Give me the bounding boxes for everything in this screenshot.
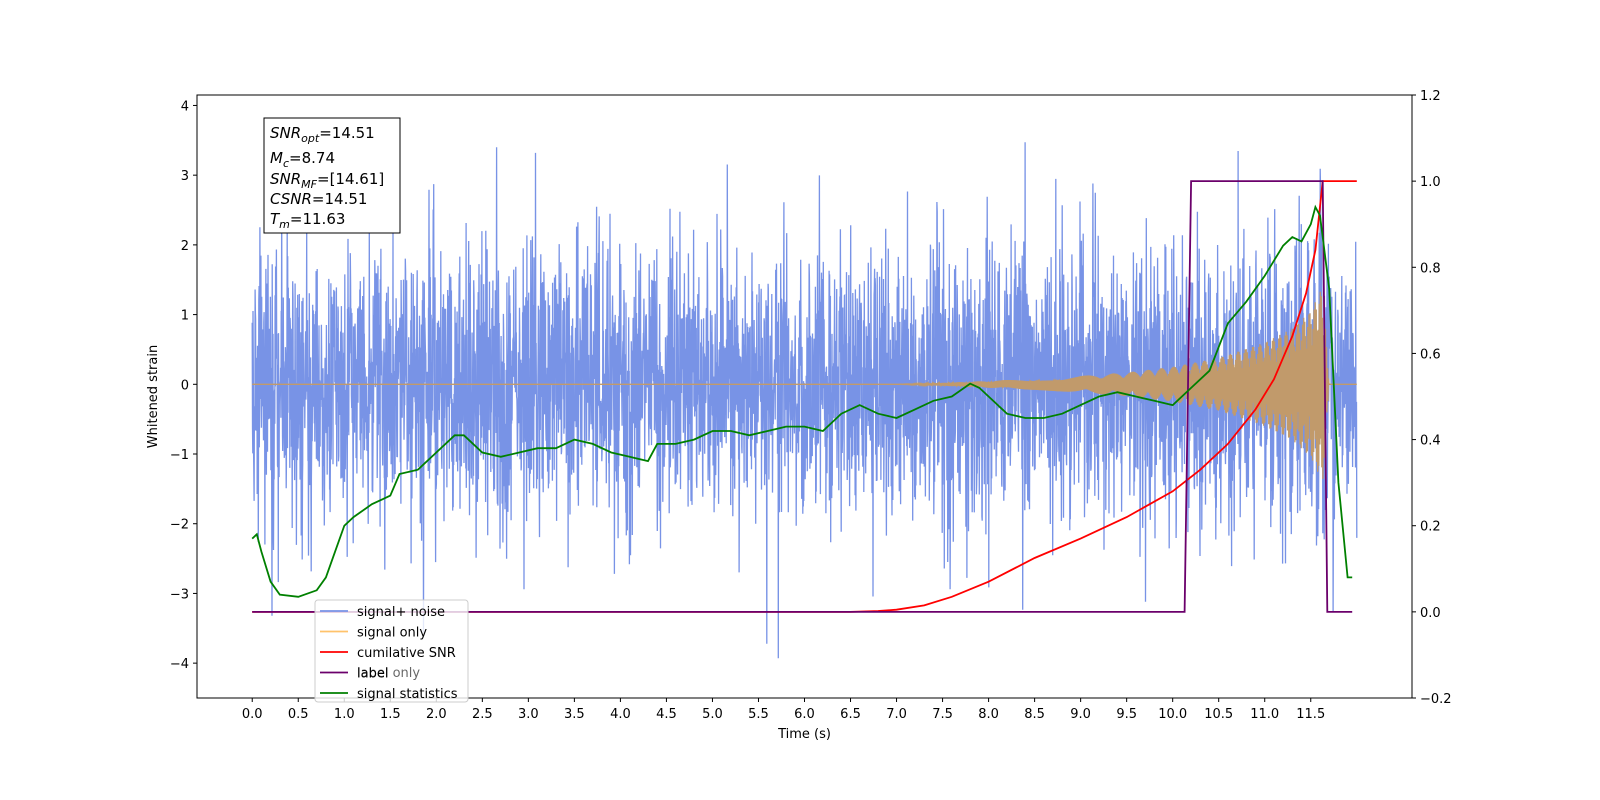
axes: 0.0 0.5 1.0 1.5 2.0 2.5 3.0 3.5 4.0 4.5 5.0 5.5 6.0 6… [170,89,1452,722]
legend-entry-label: label [357,667,388,682]
y-tick-label-right: 0.6 [1420,347,1441,362]
y-tick-label-left: 4 [181,99,189,114]
x-tick-label: 0.0 [242,707,263,722]
y-tick-label-right: 0.4 [1420,434,1441,449]
info-mc: Mc=8.74 [270,149,335,170]
y-tick-label-left: 0 [181,378,189,393]
x-tick-label: 7.5 [932,707,953,722]
x-tick-label: 1.5 [380,707,401,722]
y-axis-label: Whitened strain [146,345,161,448]
legend-entry-label: signal statistics [357,687,458,702]
x-tick-label: 6.0 [794,707,815,722]
y-tick-label-right: 1.0 [1420,175,1441,190]
y-tick-label-right: −0.2 [1420,692,1452,707]
x-tick-label: 11.0 [1250,707,1279,722]
y-tick-label-right: 1.2 [1420,89,1441,104]
info-snr-mf: SNRMF=[14.61] [270,170,384,191]
y-tick-label-left: 3 [181,169,189,184]
y-tick-label-right: 0.0 [1420,606,1441,621]
series-signal-noise [251,142,1358,659]
x-tick-label: 1.0 [334,707,355,722]
x-tick-label: 3.0 [518,707,539,722]
x-tick-label: 5.0 [702,707,723,722]
x-tick-label: 9.0 [1070,707,1091,722]
x-tick-label: 9.5 [1116,707,1137,722]
plot-area [251,142,1358,659]
y-tick-label-right: 0.2 [1420,520,1441,535]
info-tm: Tm=11.63 [270,210,345,231]
x-tick-label: 6.5 [840,707,861,722]
x-tick-label: 11.5 [1296,707,1325,722]
x-tick-label: 8.5 [1024,707,1045,722]
y-tick-label-left: −3 [170,587,189,602]
x-tick-label: 2.0 [426,707,447,722]
legend-entry-label: signal+ noise [357,605,445,620]
legend: label only signal+ noise signal only cumila… [314,599,469,703]
y-tick-label-left: 1 [181,309,189,324]
series-signal-only [252,291,1357,479]
x-tick-label: 8.0 [978,707,999,722]
series-label [252,180,1353,613]
info-csnr: CSNR=14.51 [270,190,367,208]
x-tick-label: 5.5 [748,707,769,722]
legend-frame [314,599,469,703]
x-tick-label: 0.5 [288,707,309,722]
x-tick-label: 10.5 [1204,707,1233,722]
x-axis-label: Time (s) [777,727,831,742]
x-tick-label: 7.0 [886,707,907,722]
y-tick-label-left: 2 [181,239,189,254]
info-box: SNRopt=14.51 Mc=8.74 SNRMF=[14.61] CSNR=… [263,117,401,234]
y-tick-label-left: −2 [170,518,189,533]
x-tick-label: 3.5 [564,707,585,722]
series-cumilative-snr [252,180,1357,613]
x-tick-label: 2.5 [472,707,493,722]
legend-entry-label: signal only [357,626,427,641]
legend-ghost-label: label only [357,666,420,681]
legend-entry-label: cumilative SNR [357,646,456,661]
y-tick-label-left: −4 [170,657,189,672]
y-tick-label-left: −1 [170,448,189,463]
y-tick-label-right: 0.8 [1420,261,1441,276]
info-snr-opt: SNRopt=14.51 [270,124,375,145]
series-signal-statistics [251,204,1353,598]
x-tick-label: 10.0 [1158,707,1187,722]
x-tick-label: 4.5 [656,707,677,722]
x-tick-label: 4.0 [610,707,631,722]
